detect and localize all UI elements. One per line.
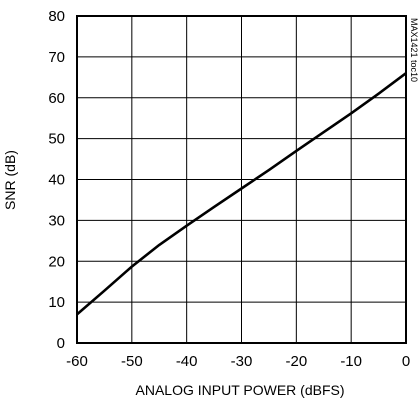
x-tick-label: 0 <box>402 353 410 370</box>
y-tick-label: 40 <box>48 172 65 189</box>
y-tick-label: 0 <box>57 335 65 352</box>
x-tick-label: -40 <box>176 353 198 370</box>
y-axis-title: SNR (dB) <box>2 150 18 210</box>
x-tick-labels: -60 -50 -40 -30 -20 -10 0 <box>66 353 410 370</box>
y-tick-label: 10 <box>48 294 65 311</box>
x-tick-label: -60 <box>66 353 88 370</box>
series-layer <box>76 72 407 316</box>
y-tick-label: 30 <box>48 212 65 229</box>
x-tick-label: -30 <box>231 353 253 370</box>
y-tick-label: 70 <box>48 49 65 66</box>
y-tick-label: 50 <box>48 131 65 148</box>
y-tick-label: 20 <box>48 253 65 270</box>
y-tick-label: 60 <box>48 90 65 107</box>
x-axis-title: ANALOG INPUT POWER (dBFS) <box>136 382 345 398</box>
figure-code-label: MAX1421 toc10 <box>409 18 418 82</box>
grid-lines <box>77 16 406 343</box>
y-tick-labels: 0 10 20 30 40 50 60 70 80 <box>48 8 65 352</box>
x-tick-label: -20 <box>285 353 307 370</box>
x-tick-label: -50 <box>121 353 143 370</box>
y-tick-label: 80 <box>48 8 65 25</box>
x-tick-label: -10 <box>340 353 362 370</box>
plot-frame <box>76 15 407 344</box>
snr-series-line <box>76 72 407 316</box>
